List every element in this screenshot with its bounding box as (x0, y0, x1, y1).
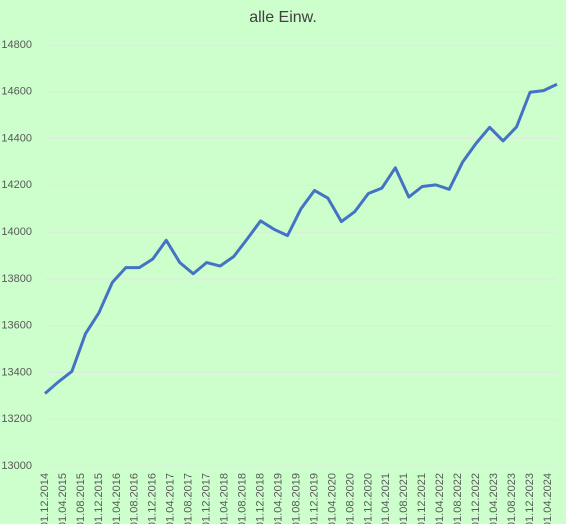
x-tick-label: 01.04.2016 (111, 473, 123, 524)
x-tick-label: 01.08.2023 (506, 473, 518, 524)
x-tick-label: 01.12.2019 (308, 473, 320, 524)
x-tick-label: 01.04.2022 (434, 473, 446, 524)
x-tick-label: 01.04.2015 (57, 473, 69, 524)
x-tick-label: 01.08.2018 (237, 473, 249, 524)
y-tick-label: 14400 (1, 132, 32, 144)
x-tick-label: 01.12.2023 (524, 473, 536, 524)
x-tick-label: 01.12.2015 (93, 473, 105, 524)
x-tick-label: 01.04.2024 (542, 473, 554, 524)
y-tick-label: 14000 (1, 226, 32, 238)
x-tick-label: 01.12.2022 (470, 473, 482, 524)
y-tick-label: 14200 (1, 179, 32, 191)
x-tick-label: 01.12.2016 (147, 473, 159, 524)
x-tick-label: 01.08.2022 (452, 473, 464, 524)
x-tick-label: 01.08.2020 (344, 473, 356, 524)
x-tick-label: 01.04.2019 (272, 473, 284, 524)
y-tick-label: 13600 (1, 320, 32, 332)
chart-subtitle: alle Einw. (249, 9, 317, 26)
y-tick-label: 14600 (1, 86, 32, 98)
x-tick-label: 01.08.2019 (290, 473, 302, 524)
x-tick-label: 01.12.2021 (416, 473, 428, 524)
x-tick-label: 01.08.2017 (183, 473, 195, 524)
x-tick-label: 01.04.2020 (326, 473, 338, 524)
x-tick-label: 01.04.2023 (488, 473, 500, 524)
y-tick-label: 14800 (1, 39, 32, 51)
x-tick-label: 01.08.2015 (75, 473, 87, 524)
x-tick-label: 01.08.2016 (129, 473, 141, 524)
x-tick-label: 01.12.2018 (254, 473, 266, 524)
x-tick-label: 01.04.2021 (380, 473, 392, 524)
y-tick-label: 13200 (1, 413, 32, 425)
x-tick-label: 01.12.2017 (201, 473, 213, 524)
x-tick-label: 01.04.2018 (219, 473, 231, 524)
data-line (44, 82, 558, 395)
x-tick-label: 01.12.2020 (362, 473, 374, 524)
y-tick-label: 13000 (1, 460, 32, 472)
y-tick-label: 13800 (1, 273, 32, 285)
x-tick-label: 01.04.2017 (165, 473, 177, 524)
x-tick-label: 01.08.2021 (398, 473, 410, 524)
y-tick-label: 13400 (1, 366, 32, 378)
x-tick-label: 01.12.2014 (39, 473, 51, 524)
